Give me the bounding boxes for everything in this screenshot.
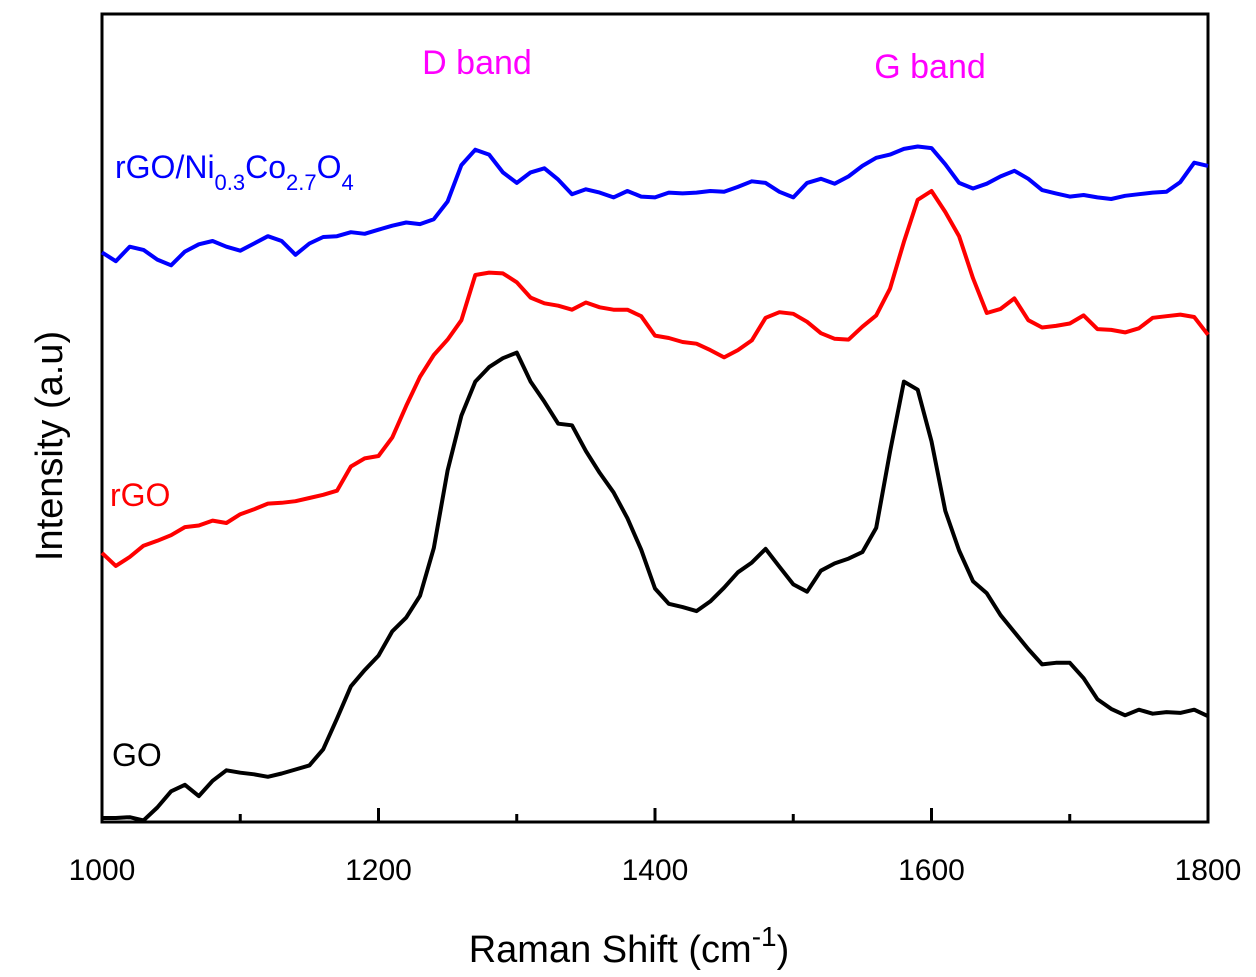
x-axis-ticks: 1000 1200 1400 1600 1800 xyxy=(69,808,1242,887)
x-axis-title: Raman Shift (cm-1) xyxy=(469,921,790,971)
x-axis-title-superscript: -1 xyxy=(752,921,777,952)
x-tick-label: 1600 xyxy=(898,854,965,887)
series-label-rgo: rGO xyxy=(110,477,170,513)
series-label-rgo-nico: rGO/Ni0.3Co2.7O4 xyxy=(115,149,354,195)
d-band-annotation: D band xyxy=(422,44,532,82)
series-label-go: GO xyxy=(112,737,162,773)
x-axis-title-suffix: ) xyxy=(777,929,790,971)
x-tick-label: 1400 xyxy=(622,854,689,887)
x-tick-label: 1000 xyxy=(69,854,136,887)
series-line-0 xyxy=(100,144,1209,268)
series-line-2 xyxy=(102,350,1209,823)
series-layer xyxy=(100,144,1210,823)
x-tick-label: 1800 xyxy=(1175,854,1242,887)
plot-frame xyxy=(100,12,1210,824)
y-axis-title: Intensity (a.u) xyxy=(29,331,71,561)
x-tick-label: 1200 xyxy=(345,854,412,887)
x-axis-title-main: Raman Shift (cm xyxy=(469,929,752,971)
series-line-1 xyxy=(100,189,1210,568)
g-band-annotation: G band xyxy=(874,48,986,86)
